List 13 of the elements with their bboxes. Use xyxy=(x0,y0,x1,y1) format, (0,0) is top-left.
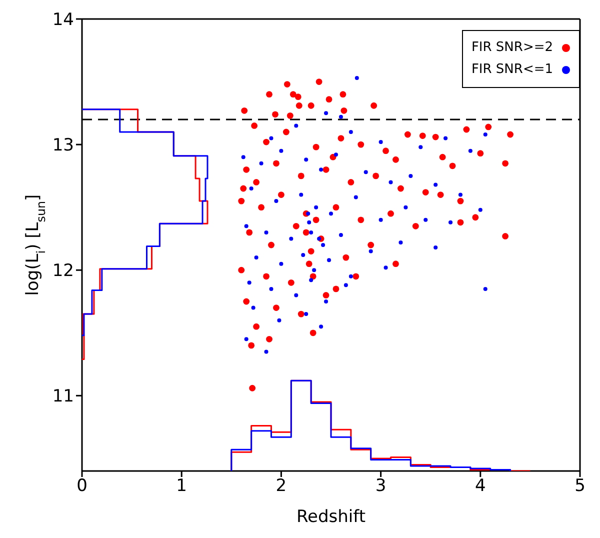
x-axis-title: Redshift xyxy=(296,507,366,527)
x-tick-label: 1 xyxy=(176,476,188,496)
y-tick-label: 13 xyxy=(52,136,74,156)
y-tick-label: 12 xyxy=(52,261,74,282)
x-tick-label: 2 xyxy=(276,476,287,496)
x-tick-label: 0 xyxy=(76,476,88,496)
x-tick-label: 4 xyxy=(474,476,486,496)
x-tick-label: 3 xyxy=(375,476,386,496)
x-tick-label: 5 xyxy=(574,476,586,496)
y-tick-label: 14 xyxy=(52,10,74,30)
legend-label: FIR SNR>=2 xyxy=(471,39,553,57)
legend-label: FIR SNR<=1 xyxy=(471,61,553,79)
y-tick-label: 11 xyxy=(52,386,74,407)
